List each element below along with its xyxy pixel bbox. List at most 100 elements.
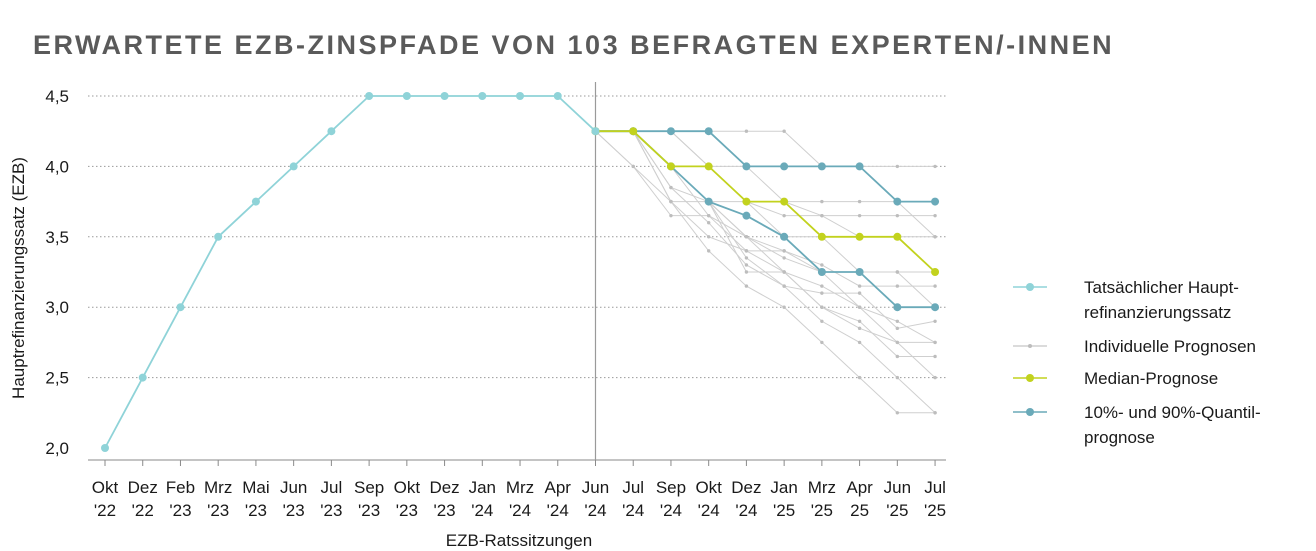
individual-forecast-point bbox=[857, 326, 862, 331]
individual-forecast-point bbox=[895, 284, 900, 288]
series-point bbox=[855, 232, 864, 241]
individual-forecast-point bbox=[933, 340, 937, 345]
individual-forecast-point bbox=[933, 213, 937, 218]
x-tick-label-month: Dez bbox=[128, 478, 158, 497]
x-tick-label-year: '23 bbox=[245, 501, 267, 520]
individual-forecast-point bbox=[706, 221, 711, 225]
individual-forecast-point bbox=[782, 270, 786, 274]
series-line bbox=[595, 130, 936, 273]
individual-forecast-point bbox=[895, 326, 900, 331]
individual-forecast-point bbox=[895, 270, 900, 274]
individual-forecast-point bbox=[857, 305, 862, 309]
series-point bbox=[478, 92, 487, 100]
x-tick-label-year: '23 bbox=[433, 501, 455, 520]
individual-forecast-point bbox=[933, 375, 937, 380]
x-tick-label-year: '22 bbox=[132, 501, 154, 520]
series-point bbox=[327, 127, 336, 136]
x-tick-label-year: '24 bbox=[471, 501, 493, 520]
x-tick-label-month: Jul bbox=[924, 478, 946, 497]
series-point bbox=[780, 232, 789, 241]
individual-forecast-paths bbox=[595, 129, 937, 415]
legend-swatch-marker bbox=[1026, 408, 1034, 416]
x-tick-label-year: '23 bbox=[283, 501, 305, 520]
individual-forecast-point bbox=[744, 256, 749, 260]
x-tick-label-month: Sep bbox=[656, 478, 686, 497]
individual-forecast-point bbox=[669, 185, 673, 190]
y-tick-label: 3,0 bbox=[45, 298, 69, 317]
x-tick-label-year: '24 bbox=[547, 501, 569, 520]
series-point bbox=[780, 197, 789, 206]
individual-forecast-point bbox=[895, 213, 900, 218]
x-tick-label-month: Dez bbox=[731, 478, 761, 497]
series-point bbox=[855, 268, 864, 276]
individual-forecast-point bbox=[857, 319, 862, 323]
individual-forecast-point bbox=[933, 164, 937, 169]
individual-forecast-point bbox=[706, 213, 711, 218]
x-tick-label-year: '25 bbox=[924, 501, 946, 520]
main-series bbox=[101, 92, 940, 452]
x-tick-label-year: '22 bbox=[94, 501, 116, 520]
individual-forecast-point bbox=[744, 129, 749, 133]
individual-forecast-point bbox=[782, 256, 786, 260]
individual-forecast-point bbox=[895, 319, 900, 323]
x-tick-label-year: '23 bbox=[169, 501, 191, 520]
legend: Tatsächlicher Haupt-refinanzierungssatz I… bbox=[1013, 278, 1261, 447]
individual-forecast-point bbox=[933, 235, 937, 239]
individual-forecast-point bbox=[895, 164, 900, 169]
series-line bbox=[104, 95, 597, 449]
legend-label: refinanzierungssatz bbox=[1084, 303, 1231, 322]
individual-forecast-point bbox=[820, 340, 824, 345]
series-point bbox=[289, 162, 298, 171]
series-point bbox=[629, 127, 638, 136]
axes: 4,5 4,0 3,5 3,0 2,5 2,0 Okt '22 Dez '22 Feb '23 Mrz '… bbox=[9, 82, 946, 550]
legend-label: Median-Prognose bbox=[1084, 369, 1218, 388]
series-point bbox=[817, 268, 826, 276]
individual-forecast-point bbox=[933, 411, 937, 415]
x-axis-title: EZB-Ratssitzungen bbox=[446, 531, 592, 550]
x-tick-label-year: '24 bbox=[698, 501, 720, 520]
individual-forecast-point bbox=[744, 235, 749, 239]
x-tick-label-year: '24 bbox=[509, 501, 531, 520]
x-tick-label-month: Mrz bbox=[204, 478, 232, 497]
series-point bbox=[742, 211, 751, 220]
series-point bbox=[893, 303, 902, 312]
individual-forecast-line bbox=[595, 130, 936, 357]
series-point bbox=[704, 127, 713, 136]
individual-forecast-point bbox=[782, 213, 786, 218]
individual-forecast-point bbox=[820, 291, 824, 295]
x-tick-label-year: '23 bbox=[207, 501, 229, 520]
series-point bbox=[440, 92, 449, 100]
individual-forecast-point bbox=[631, 164, 635, 169]
individual-forecast-point bbox=[744, 270, 749, 274]
individual-forecast-point bbox=[706, 235, 711, 239]
individual-forecast-point bbox=[744, 249, 749, 253]
series-line bbox=[595, 130, 936, 203]
individual-forecast-point bbox=[820, 213, 824, 218]
individual-forecast-point bbox=[820, 284, 824, 288]
individual-forecast-point bbox=[744, 284, 749, 288]
individual-forecast-line bbox=[595, 130, 936, 167]
x-tick-label-month: Okt bbox=[695, 478, 722, 497]
x-tick-label-year: '23 bbox=[320, 501, 342, 520]
x-tick-label-month: Okt bbox=[394, 478, 421, 497]
series-point bbox=[666, 127, 675, 136]
x-tick-label-month: Jan bbox=[469, 478, 496, 497]
x-tick-label-month: Sep bbox=[354, 478, 384, 497]
x-tick-label-year: '25 bbox=[773, 501, 795, 520]
legend-label: 10%- und 90%-Quantil- bbox=[1084, 403, 1261, 422]
series-point bbox=[591, 127, 600, 136]
individual-forecast-line bbox=[595, 130, 936, 329]
individual-forecast-point bbox=[857, 340, 862, 345]
individual-forecast-point bbox=[857, 291, 862, 295]
legend-label: prognose bbox=[1084, 428, 1155, 447]
individual-forecast-point bbox=[857, 375, 862, 380]
y-axis-title: Hauptrefinanzierungssatz (EZB) bbox=[9, 157, 28, 399]
x-tick-label-month: Jan bbox=[770, 478, 797, 497]
series-point bbox=[101, 444, 109, 452]
individual-forecast-point bbox=[820, 199, 824, 204]
x-tick-label-month: Mai bbox=[242, 478, 269, 497]
x-tick-label-year: '24 bbox=[735, 501, 757, 520]
individual-forecast-point bbox=[782, 305, 786, 309]
x-tick-label-month: Okt bbox=[92, 478, 119, 497]
